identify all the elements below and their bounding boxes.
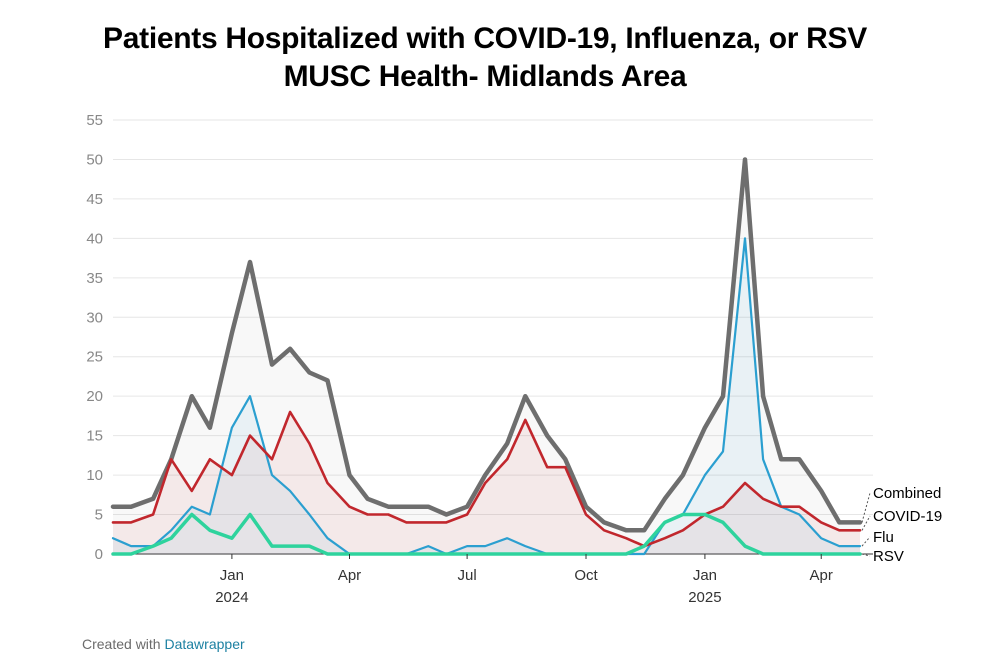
y-tick-label: 25 xyxy=(86,349,103,366)
x-tick-label: Jan xyxy=(220,567,244,584)
y-axis: 0 5 10 15 20 25 30 35 40 45 50 55 xyxy=(86,112,103,563)
y-tick-label: 20 xyxy=(86,388,103,405)
x-tick-label: Apr xyxy=(338,567,361,584)
x-tick-label: Jan xyxy=(693,567,717,584)
y-tick-label: 30 xyxy=(86,309,103,326)
line-flu xyxy=(111,237,862,556)
footer-credit: Created with Datawrapper xyxy=(82,636,245,652)
y-tick-label: 5 xyxy=(95,507,103,524)
x-axis: Jan 2024 Apr Jul Oct Jan 2025 Apr xyxy=(215,554,833,606)
line-covid-19 xyxy=(111,410,862,548)
footer-prefix: Created with xyxy=(82,636,161,652)
legend-label-covid-19: COVID-19 xyxy=(873,508,942,525)
y-tick-label: 55 xyxy=(86,112,103,129)
y-tick-label: 45 xyxy=(86,191,103,208)
legend-connector xyxy=(861,536,871,547)
area-flu xyxy=(113,238,860,554)
y-tick-label: 10 xyxy=(86,467,103,484)
chart-subtitle: MUSC Health- Midlands Area xyxy=(283,60,687,93)
chart-title: Patients Hospitalized with COVID-19, Inf… xyxy=(103,22,867,55)
series-lines xyxy=(110,157,863,556)
x-tick-year: 2024 xyxy=(215,589,248,606)
y-tick-label: 0 xyxy=(95,546,103,563)
x-tick-label: Oct xyxy=(574,567,598,584)
legend-label-combined: Combined xyxy=(873,485,941,502)
area-combined xyxy=(113,159,860,554)
y-tick-label: 15 xyxy=(86,428,103,445)
datawrapper-link[interactable]: Datawrapper xyxy=(164,636,245,652)
grid-lines xyxy=(113,119,873,555)
legend-label-rsv: RSV xyxy=(873,548,904,565)
legend-connector xyxy=(861,492,871,523)
x-tick-label: Apr xyxy=(810,567,833,584)
legend-connector xyxy=(861,553,871,557)
legend: Combined COVID-19 Flu RSV xyxy=(861,485,942,565)
y-tick-label: 40 xyxy=(86,230,103,247)
line-rsv xyxy=(111,512,862,556)
x-tick-year: 2025 xyxy=(688,589,721,606)
legend-connector xyxy=(861,515,871,531)
y-tick-label: 50 xyxy=(86,151,103,168)
legend-label-flu: Flu xyxy=(873,529,894,546)
x-tick-label: Jul xyxy=(458,567,477,584)
y-tick-label: 35 xyxy=(86,270,103,287)
line-combined xyxy=(110,157,863,533)
